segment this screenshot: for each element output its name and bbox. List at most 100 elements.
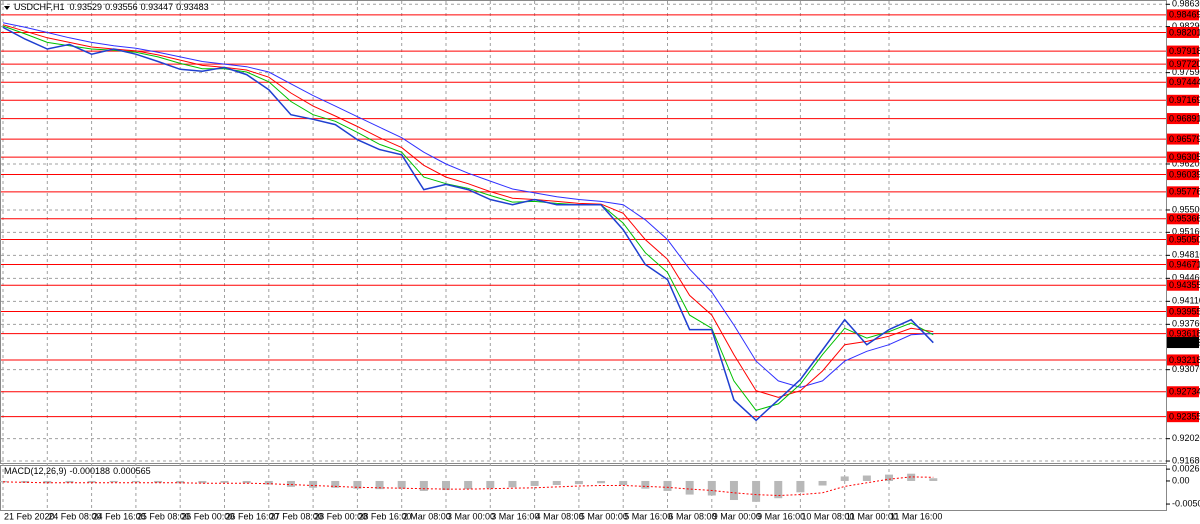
macd-bar: [530, 480, 539, 486]
level-box: [1167, 26, 1199, 38]
level-box: [1167, 354, 1199, 366]
macd-bar: [264, 480, 273, 485]
macd-bar: [574, 480, 583, 485]
macd-bar: [707, 480, 716, 496]
level-label: 0.93218: [1169, 355, 1200, 365]
macd-bar: [907, 473, 916, 481]
level-label: 0.95366: [1169, 214, 1200, 224]
x-tick-label: 11 Mar 00:00: [846, 511, 898, 521]
level-box: [1167, 133, 1199, 145]
x-tick-label: 4 Mar 08:00: [536, 511, 584, 521]
level-label: 0.97918: [1169, 46, 1200, 56]
macd-bar: [109, 480, 118, 483]
price-line: [2, 25, 934, 411]
x-tick-label: 28 Feb 16:00: [358, 511, 411, 521]
x-tick-label: 11 Mar 16:00: [890, 511, 942, 521]
macd-panel: [0, 465, 1167, 511]
level-box: [1167, 234, 1199, 246]
y-tick-label: 0.002612: [1172, 463, 1200, 473]
level-label: 0.96039: [1169, 169, 1200, 179]
macd-bar: [752, 480, 761, 502]
macd-main: -0.000188: [70, 466, 111, 476]
symbol-readout: USDCHF,H1 0.93529 0.93556 0.93447 0.93483: [14, 2, 209, 12]
level-box: [1167, 9, 1199, 21]
x-tick-label: 5 Mar 00:00: [580, 511, 628, 521]
y-tick-label: 0.00: [1172, 475, 1190, 485]
macd-bar: [729, 480, 738, 501]
macd-bar: [375, 480, 384, 490]
macd-readout: MACD(12,26,9) -0.000188 0.000565: [4, 466, 151, 476]
close: 0.93483: [176, 2, 209, 12]
macd-bar: [685, 480, 694, 495]
level-label: 0.96579: [1169, 134, 1200, 144]
high: 0.93556: [105, 2, 138, 12]
level-box: [1167, 213, 1199, 225]
level-label: 0.96891: [1169, 113, 1200, 123]
x-tick-label: 3 Mar 00:00: [447, 511, 495, 521]
macd-bar: [464, 480, 473, 490]
x-tick-label: 26 Feb 16:00: [226, 511, 279, 521]
low: 0.93447: [141, 2, 174, 12]
x-tick-label: 2 Mar 08:00: [403, 511, 451, 521]
macd-bar: [663, 480, 672, 491]
x-tick-label: 6 Mar 08:00: [669, 511, 717, 521]
macd-signal: 0.000565: [113, 466, 151, 476]
price-line: [2, 22, 934, 388]
level-label: 0.97444: [1169, 77, 1200, 87]
x-tick-label: 28 Feb 00:00: [314, 511, 367, 521]
level-label: 0.94671: [1169, 259, 1200, 269]
level-box: [1167, 386, 1199, 398]
y-tick-label: -0.005087: [1172, 498, 1200, 508]
macd-bar: [552, 480, 561, 486]
macd-bar: [131, 480, 140, 483]
level-label: 0.93618: [1169, 329, 1200, 339]
level-label: 0.98469: [1169, 10, 1200, 20]
macd-bar: [309, 480, 318, 488]
level-label: 0.98201: [1169, 27, 1200, 37]
level-box: [1167, 279, 1199, 291]
level-box: [1167, 186, 1199, 198]
macd-bar: [641, 480, 650, 489]
macd-bar: [508, 480, 517, 488]
signal-line: [2, 476, 934, 497]
level-box: [1167, 258, 1199, 270]
level-box: [1167, 328, 1199, 340]
macd-bar: [774, 480, 783, 499]
level-label: 0.92355: [1169, 412, 1200, 422]
symbol-icon: [4, 6, 10, 10]
x-tick-label: 10 Mar 08:00: [801, 511, 854, 521]
level-box: [1167, 45, 1199, 57]
level-box: [1167, 169, 1199, 181]
level-box: [1167, 76, 1199, 88]
macd-bar: [87, 480, 96, 483]
level-box: [1167, 411, 1199, 423]
level-label: 0.97169: [1169, 95, 1200, 105]
x-tick-label: 24 Feb 08:00: [48, 511, 101, 521]
price-line: [2, 24, 934, 398]
macd-bar: [286, 480, 295, 487]
macd-bar: [21, 480, 30, 483]
macd-bar: [242, 480, 251, 484]
level-box: [1167, 113, 1199, 125]
last-price-box: [1167, 337, 1199, 349]
price-line: [2, 26, 934, 422]
macd-bar: [862, 475, 871, 481]
macd-bar: [43, 480, 52, 484]
level-label: 0.96305: [1169, 152, 1200, 162]
x-tick-label: 9 Mar 00:00: [713, 511, 761, 521]
level-box: [1167, 94, 1199, 106]
level-box: [1167, 306, 1199, 318]
